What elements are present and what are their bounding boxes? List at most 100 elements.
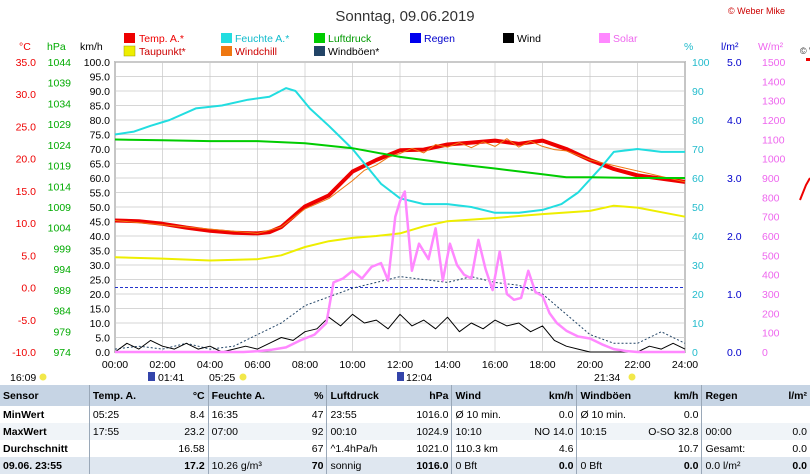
tick-label-hpa: 1044 — [48, 57, 72, 69]
tick-label-celsius: 10.0 — [16, 218, 37, 230]
chart-title: Sonntag, 09.06.2019 — [335, 8, 474, 25]
cell-pressure-time: 23:55 — [326, 406, 396, 423]
tick-label-hpa: 994 — [53, 264, 71, 276]
tick-label-wm2: 200 — [762, 308, 780, 320]
series-line-taupunkt — [114, 204, 686, 262]
legend-swatch-solar — [599, 33, 610, 43]
cell-pressure-time: 00:10 — [326, 423, 396, 440]
time-markers: 16:09 01:41 05:25 12:04 21:34 — [10, 372, 636, 384]
cell-wind-value: 0.0 — [518, 457, 577, 474]
x-tick-label: 14:00 — [434, 359, 460, 371]
header-pressure-unit: hPa — [395, 385, 452, 406]
axis-title-kmh: km/h — [80, 41, 103, 53]
legend-swatch-humidity — [221, 33, 232, 43]
legend-label-pressure: Luftdruck — [328, 33, 372, 45]
cell-rain-value: 0.0 — [762, 423, 810, 440]
cell-rain-label — [701, 406, 763, 423]
tick-label-hpa: 1029 — [48, 119, 72, 131]
left-time-label: 16:09 — [10, 372, 36, 384]
tick-label-wm2: 100 — [762, 328, 780, 340]
tick-label-lm2: 5.0 — [727, 57, 742, 69]
legend-label-temp: Temp. A.* — [139, 33, 184, 45]
header-wind-unit: km/h — [518, 385, 577, 406]
legend-swatch-rain — [410, 33, 421, 43]
legend: Temp. A.* Feuchte A.* Luftdruck Regen Wi… — [123, 33, 638, 58]
tick-label-wm2: 300 — [762, 289, 780, 301]
tick-label-wm2: 900 — [762, 173, 780, 185]
tick-label-kmh: 25.0 — [90, 275, 111, 287]
x-tick-label: 22:00 — [624, 359, 650, 371]
tick-label-wm2: 0 — [762, 347, 768, 359]
tick-label-wm2: 400 — [762, 270, 780, 282]
cell-wind-value: 4.6 — [518, 440, 577, 457]
marker-m2-label: 12:04 — [406, 372, 432, 384]
tick-label-celsius: 5.0 — [21, 250, 36, 262]
series-line-luftdruck — [114, 138, 685, 179]
tick-label-wm2: 1400 — [762, 76, 786, 88]
cell-gusts-value: 0.0 — [641, 457, 702, 474]
header-gusts-unit: km/h — [641, 385, 702, 406]
cell-temp-value: 8.4 — [160, 406, 209, 423]
tick-label-wm2: 1100 — [762, 134, 785, 146]
x-tick-label: 10:00 — [339, 359, 365, 371]
cell-temp-time: 17:55 — [88, 423, 161, 440]
cell-humidity-time: 07:00 — [207, 423, 279, 440]
tick-label-wm2: 1300 — [762, 96, 786, 108]
tick-label-lm2: 2.0 — [727, 231, 742, 243]
legend-swatch-wind — [503, 33, 514, 43]
tick-label-pct: 80 — [692, 115, 704, 127]
cell-rain-total: 0.0 l/m² — [701, 457, 763, 474]
series — [114, 87, 686, 354]
grid — [114, 61, 686, 353]
cell-gusts-label: Ø 10 min. — [576, 406, 642, 423]
tick-label-kmh: 50.0 — [90, 202, 111, 214]
x-tick-label: 02:00 — [149, 359, 175, 371]
cell-temp-time: 05:25 — [88, 406, 161, 423]
legend-label-windchill: Windchill — [235, 46, 277, 58]
stats-row-current: 09.06. 23:55 17.2 10.26 g/m³ 70 sonnig 1… — [0, 457, 810, 474]
header-temp: Temp. A. — [88, 385, 161, 406]
marker-m2-flag — [397, 372, 404, 381]
sunrise-label: 05:25 — [209, 372, 235, 384]
axis-title-hpa: hPa — [47, 41, 66, 53]
cell-wind-label: Ø 10 min. — [451, 406, 519, 423]
cell-rain-value: 0.0 — [762, 440, 810, 457]
x-tick-label: 16:00 — [482, 359, 508, 371]
header-gusts: Windböen — [576, 385, 642, 406]
tick-label-lm2: 0.0 — [727, 347, 742, 359]
header-rain: Regen — [701, 385, 763, 406]
tick-label-kmh: 60.0 — [90, 173, 111, 185]
series-line-solar — [115, 190, 685, 354]
tick-label-wm2: 600 — [762, 231, 780, 243]
header-humidity-unit: % — [278, 385, 327, 406]
tick-label-hpa: 984 — [53, 306, 71, 318]
cell-humidity-time: 16:35 — [207, 406, 279, 423]
legend-swatch-pressure — [314, 33, 325, 43]
axis-title-celsius: °C — [19, 41, 31, 53]
legend-label-wind: Wind — [517, 33, 541, 45]
tick-label-wm2: 500 — [762, 250, 780, 262]
cell-wind-bft: 0 Bft — [451, 457, 519, 474]
right-edge-fragment: © Weber Mike — [799, 46, 810, 201]
tick-label-hpa: 974 — [53, 347, 71, 359]
header-temp-unit: °C — [160, 385, 209, 406]
header-humidity: Feuchte A. — [207, 385, 279, 406]
copyright-text: © Weber Mike — [728, 6, 785, 16]
cell-pressure-value: 1024.9 — [395, 423, 452, 440]
sunset-icon — [628, 373, 636, 381]
axis-title-lm2: l/m² — [721, 41, 739, 53]
tick-label-wm2: 800 — [762, 192, 780, 204]
copyright-right-edge: © Weber Mike — [800, 46, 810, 56]
cell-rain-label: Gesamt: — [701, 440, 763, 457]
tick-label-celsius: 20.0 — [16, 154, 37, 166]
tick-label-wm2: 700 — [762, 212, 780, 224]
series-line-wind — [114, 313, 686, 353]
legend-swatch-temp — [124, 33, 135, 43]
row-label: MinWert — [0, 406, 90, 423]
x-tick-label: 24:00 — [672, 359, 698, 371]
cell-humidity-extra — [207, 440, 279, 457]
tick-label-pct: 10 — [692, 318, 704, 330]
cell-temp-value: 23.2 — [160, 423, 209, 440]
tick-label-pct: 70 — [692, 144, 704, 156]
axis-title-pct: % — [684, 41, 693, 53]
